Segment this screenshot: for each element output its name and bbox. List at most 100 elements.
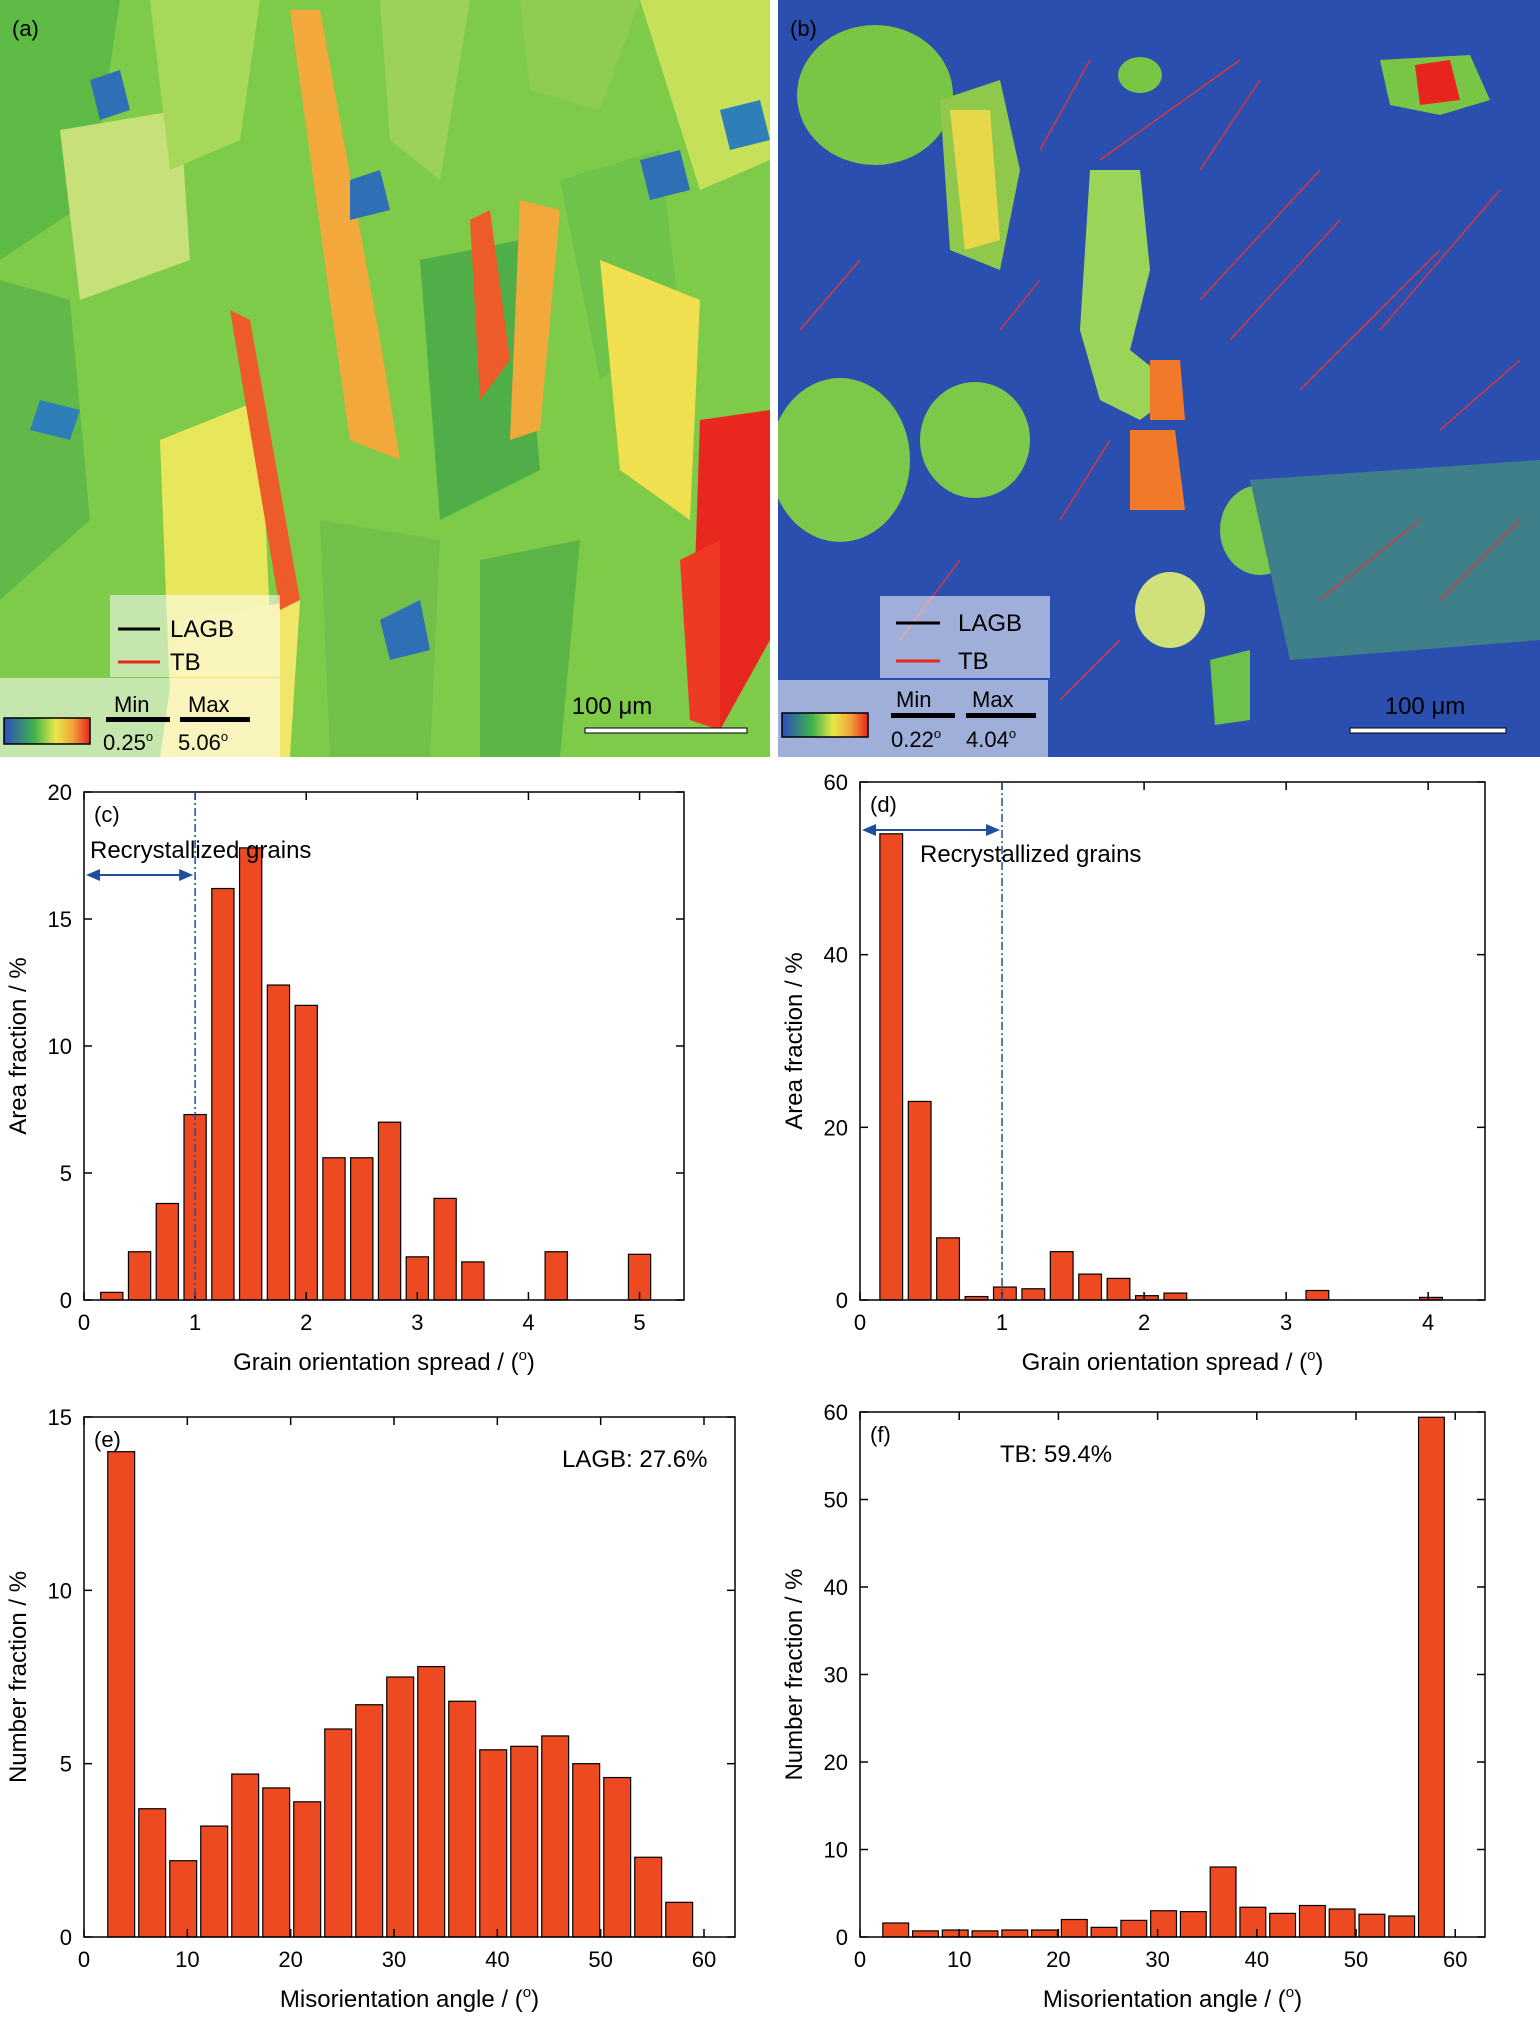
chart-panel-c: 0 1 2 3 4 5 0 5 10 15 20 Grain orientation spread /… [5,780,685,1376]
x-tick-label: 50 [1344,1947,1368,1972]
bar [541,1735,570,1938]
bar [294,1004,318,1301]
bar [907,1100,932,1301]
bar [1417,1416,1445,1938]
y-tick-label: 15 [48,907,72,932]
bar [665,1901,694,1938]
bar [1049,1251,1074,1301]
y-tick-label: 5 [60,1161,72,1186]
annotation-text: LAGB: 27.6% [562,1446,707,1473]
bar [322,1157,346,1301]
map-a-min-value: 0.25o [103,729,153,755]
bar [324,1728,353,1938]
x-tick-label: 4 [522,1310,534,1335]
bar [1419,1296,1443,1301]
bar [544,1251,568,1301]
bar [1305,1289,1330,1301]
y-tick-label: 20 [48,780,72,805]
x-axis-label: Grain orientation spread / (o) [233,1347,535,1376]
bar [572,1763,601,1938]
map-a-max-label: Max [188,692,230,717]
map-a-scale-label: 100 μm [572,693,653,720]
bar [1120,1919,1148,1938]
panel-label: (d) [870,792,897,817]
bar [603,1776,632,1938]
bar [138,1808,167,1938]
x-tick-label: 0 [78,1310,90,1335]
bar [417,1665,446,1938]
panel-label: (e) [94,1427,121,1452]
bar [964,1295,989,1301]
arrow-head-left [86,869,100,881]
plot-frame [83,1416,736,1938]
y-tick-label: 15 [48,1405,72,1430]
bar [879,833,904,1301]
x-tick-label: 3 [411,1310,423,1335]
bar [155,1202,180,1301]
map-a-scale-bar [584,727,748,734]
annotation-text: TB: 59.4% [1000,1441,1112,1468]
bar [882,1922,910,1938]
y-tick-label: 30 [824,1663,848,1688]
map-b: LAGB TB Min Max 0.22o 4.04o 100 μm (b) [778,0,1540,757]
y-axis-label: Area fraction / % [5,957,32,1134]
map-b-scale-label: 100 μm [1385,693,1466,720]
bar [266,984,291,1301]
annotation-text: Recrystallized grains [90,837,311,864]
x-tick-label: 40 [1245,1947,1269,1972]
x-tick-label: 0 [854,1947,866,1972]
map-b-min-value: 0.22o [891,726,941,752]
y-tick-label: 40 [824,1575,848,1600]
y-tick-label: 50 [824,1488,848,1513]
bar [936,1237,961,1301]
panel-label: (c) [94,802,120,827]
map-b-max-value: 4.04o [966,726,1016,752]
bar [510,1745,539,1938]
map-b-panel-label: (b) [790,16,817,41]
ebsd-maps: LAGB TB Min Max 0.25o 5.06o 100 μm (a) [0,0,1540,760]
y-tick-label: 5 [60,1752,72,1777]
x-axis-label: Misorientation angle / (o) [280,1984,539,2013]
y-axis-label: Number fraction / % [5,1571,32,1783]
y-tick-label: 40 [824,943,848,968]
map-b-lagb-label: LAGB [958,610,1022,637]
map-b-colorbar [781,712,869,738]
x-tick-label: 10 [175,1947,199,1972]
x-tick-label: 0 [78,1947,90,1972]
x-tick-label: 0 [854,1310,866,1335]
x-tick-label: 20 [1046,1947,1070,1972]
bar [627,1253,652,1301]
x-axis-label: Grain orientation spread / (o) [1022,1347,1324,1376]
x-axis-label: Misorientation angle / (o) [1043,1984,1302,2013]
bar [1358,1913,1386,1938]
y-tick-label: 10 [48,1578,72,1603]
bar [1031,1929,1059,1938]
x-tick-label: 30 [1145,1947,1169,1972]
arrow-head-right [986,824,1001,836]
map-b-max-label: Max [972,687,1014,712]
x-tick-label: 1 [189,1310,201,1335]
bar [1106,1277,1131,1301]
arrow-head-left [862,824,876,836]
chart-panel-f: 0 10 20 30 40 50 60 0 10 20 30 40 50 60 Misorientation… [781,1400,1486,2013]
bar [1134,1295,1159,1301]
bar [971,1930,999,1938]
y-tick-label: 60 [824,1400,848,1425]
map-b-min-label: Min [896,687,931,712]
x-tick-label: 60 [692,1947,716,1972]
y-axis-label: Number fraction / % [781,1568,808,1780]
bar [127,1251,152,1301]
x-tick-label: 20 [278,1947,302,1972]
bar [405,1256,430,1301]
plot-frame [859,1411,1486,1938]
bar [1298,1904,1326,1938]
chart-panel-e: 0 10 20 30 40 50 60 0 5 10 15 Misorientation angle … [5,1405,736,2013]
bar [461,1261,485,1301]
bar [433,1197,457,1301]
y-tick-label: 0 [836,1925,848,1950]
bar [911,1930,939,1938]
map-a-min-label: Min [114,692,149,717]
arrow-head-right [179,869,194,881]
bar [1163,1292,1188,1301]
